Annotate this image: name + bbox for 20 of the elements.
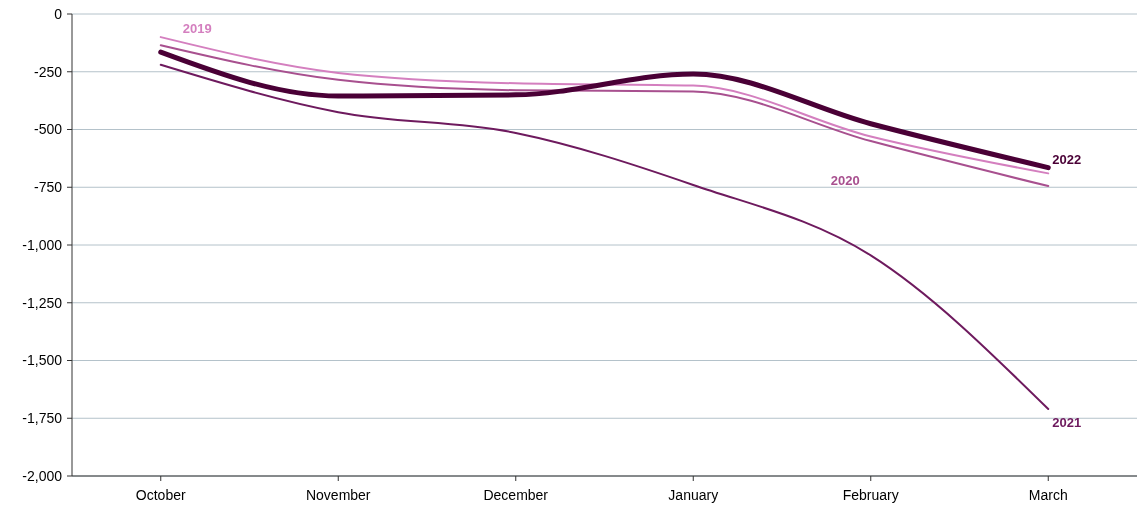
y-tick-label: -1,750 (22, 410, 63, 427)
text: 2020 (830, 173, 860, 189)
x-tick-label: February (842, 487, 899, 503)
x-tick-label: November (305, 487, 371, 503)
x-tick-label: October (135, 487, 186, 503)
x-tick-label: January (668, 487, 719, 503)
y-tick-label: -1,250 (22, 294, 63, 311)
y-tick-label: -2,000 (22, 467, 63, 484)
series-label: 2022 (1052, 151, 1082, 167)
y-tick-label: -1,000 (22, 236, 63, 253)
y-tick-label: -750 (33, 179, 63, 196)
series-label: 2019 (182, 21, 212, 37)
line-series (159, 63, 1050, 411)
x-tick-label: December (483, 487, 549, 503)
x-tick-label: March (1028, 487, 1068, 503)
y-tick-label: -250 (33, 63, 63, 80)
y-tick-label: -500 (33, 121, 63, 138)
y-tick-label: 0 (54, 5, 63, 22)
y-tick-label: -1,500 (22, 352, 63, 369)
series-label: 2021 (1052, 415, 1082, 431)
